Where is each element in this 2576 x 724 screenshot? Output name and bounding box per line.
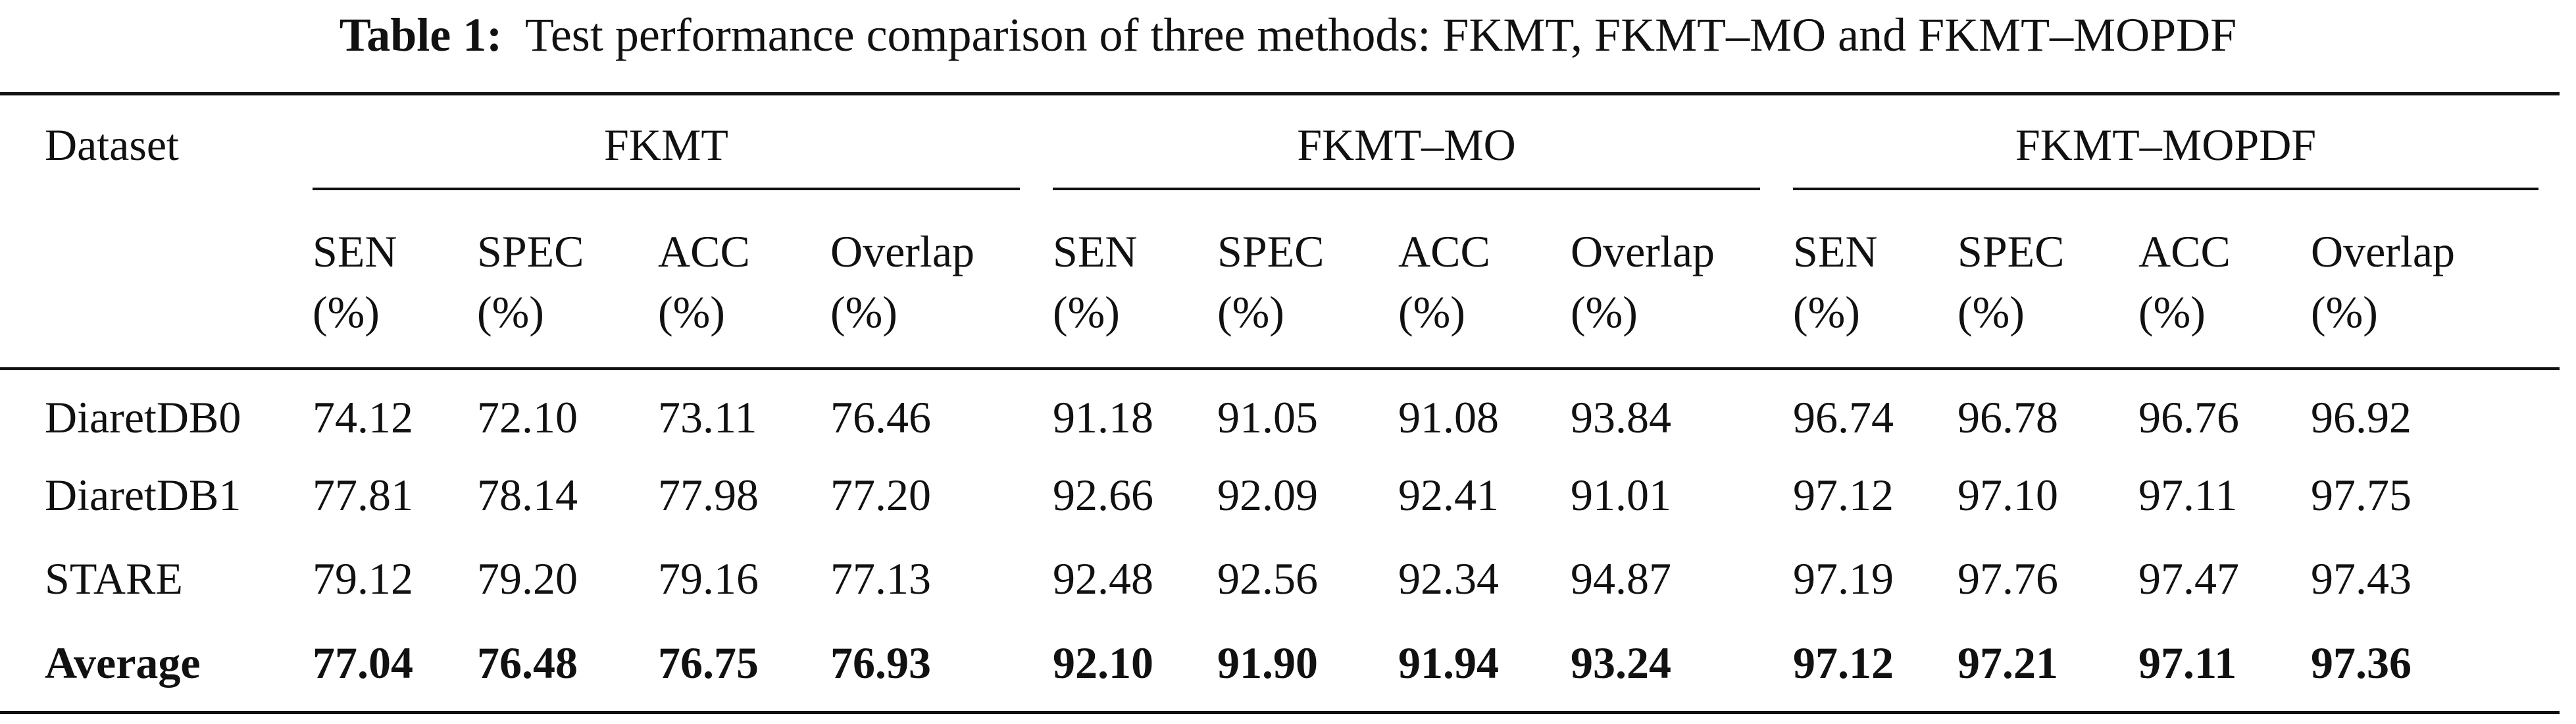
metric-unit: (%): [1217, 287, 1284, 337]
cell: 73.11: [658, 392, 757, 442]
cell: 97.12: [1793, 470, 1894, 520]
cell: 77.13: [830, 554, 931, 604]
metric-name: Overlap: [2311, 226, 2456, 276]
table-title: Table 1: Test performance comparison of …: [0, 8, 2576, 63]
metric-unit: (%): [313, 287, 380, 337]
cell: 79.12: [313, 554, 413, 604]
metric-name: Overlap: [1571, 226, 1715, 276]
metric-unit: (%): [477, 287, 544, 337]
metric-name: SPEC: [1217, 226, 1325, 276]
cell: 97.11: [2138, 638, 2237, 688]
cell: 91.94: [1398, 638, 1499, 688]
metric-name: SEN: [313, 226, 397, 276]
cell: 93.24: [1571, 638, 1671, 688]
metric-name: ACC: [658, 226, 750, 276]
metric-unit: (%): [658, 287, 725, 337]
cell: 76.75: [658, 638, 759, 688]
cell: 92.56: [1217, 554, 1318, 604]
group-header: FKMT–MO: [1297, 120, 1516, 170]
table-caption: Test performance comparison of three met…: [524, 9, 2237, 61]
cell: 97.76: [1957, 554, 2058, 604]
cell: 96.76: [2138, 392, 2239, 442]
cell: 74.12: [313, 392, 413, 442]
metric-unit: (%): [1398, 287, 1465, 337]
group-underline: [1053, 188, 1760, 190]
cell: 79.20: [477, 554, 578, 604]
metric-unit: (%): [830, 287, 897, 337]
row-label: Average: [45, 638, 201, 688]
cell: 92.48: [1053, 554, 1153, 604]
cell: 97.11: [2138, 470, 2238, 520]
group-header: FKMT: [604, 120, 728, 170]
cell: 72.10: [477, 392, 578, 442]
group-underline: [313, 188, 1020, 190]
cell: 91.01: [1571, 470, 1671, 520]
cell: 96.78: [1957, 392, 2058, 442]
metric-unit: (%): [1957, 287, 2025, 337]
cell: 76.93: [830, 638, 931, 688]
cell: 79.16: [658, 554, 759, 604]
cell: 91.05: [1217, 392, 1318, 442]
cell: 96.92: [2311, 392, 2412, 442]
cell: 92.66: [1053, 470, 1153, 520]
cell: 97.19: [1793, 554, 1894, 604]
group-underline: [1793, 188, 2538, 190]
row-label: STARE: [45, 554, 183, 604]
cell: 91.90: [1217, 638, 1318, 688]
metric-unit: (%): [2311, 287, 2378, 337]
cell: 97.43: [2311, 554, 2412, 604]
cell: 94.87: [1571, 554, 1671, 604]
metric-name: Overlap: [830, 226, 975, 276]
cell: 93.84: [1571, 392, 1671, 442]
cell: 92.09: [1217, 470, 1318, 520]
cell: 97.12: [1793, 638, 1894, 688]
metric-unit: (%): [1571, 287, 1638, 337]
metric-name: ACC: [1398, 226, 1490, 276]
cell: 76.48: [477, 638, 578, 688]
cell: 91.08: [1398, 392, 1499, 442]
header-rule: [0, 367, 2560, 370]
cell: 97.47: [2138, 554, 2239, 604]
cell: 77.04: [313, 638, 413, 688]
cell: 78.14: [477, 470, 578, 520]
metric-name: ACC: [2138, 226, 2231, 276]
metric-name: SEN: [1053, 226, 1138, 276]
metric-name: SEN: [1793, 226, 1878, 276]
metric-unit: (%): [1793, 287, 1860, 337]
top-rule: [0, 92, 2560, 95]
cell: 96.74: [1793, 392, 1894, 442]
cell: 92.10: [1053, 638, 1153, 688]
metric-unit: (%): [2138, 287, 2206, 337]
metric-name: SPEC: [1957, 226, 2065, 276]
bottom-rule: [0, 711, 2560, 714]
cell: 77.98: [658, 470, 759, 520]
cell: 77.81: [313, 470, 413, 520]
cell: 92.34: [1398, 554, 1499, 604]
metric-name: SPEC: [477, 226, 584, 276]
cell: 91.18: [1053, 392, 1153, 442]
cell: 97.21: [1957, 638, 2058, 688]
corner-header: Dataset: [45, 120, 179, 170]
cell: 97.75: [2311, 470, 2412, 520]
cell: 76.46: [830, 392, 931, 442]
metric-unit: (%): [1053, 287, 1120, 337]
cell: 97.10: [1957, 470, 2058, 520]
row-label: DiaretDB1: [45, 470, 241, 520]
row-label: DiaretDB0: [45, 392, 241, 442]
group-header: FKMT–MOPDF: [2015, 120, 2317, 170]
cell: 77.20: [830, 470, 931, 520]
cell: 92.41: [1398, 470, 1499, 520]
cell: 97.36: [2311, 638, 2412, 688]
table-label: Table 1:: [339, 9, 503, 61]
